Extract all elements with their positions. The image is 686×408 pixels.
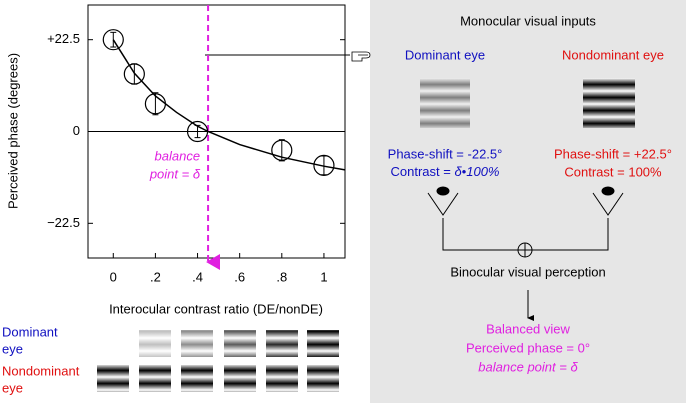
row-label: eye	[2, 380, 23, 395]
nondominant-stimulus	[224, 365, 256, 392]
dominant-stimulus	[224, 330, 256, 357]
nondominant-stimulus	[307, 365, 339, 392]
balance-label: balance	[155, 148, 201, 163]
dominant-contrast: Contrast = δ•100%	[391, 164, 500, 179]
contrast-prefix: Contrast =	[391, 164, 455, 179]
nondominant-stimulus	[97, 365, 129, 392]
nondominant-stimulus	[181, 365, 213, 392]
x-tick-label: .2	[150, 269, 161, 284]
point	[102, 29, 124, 51]
stimuli	[97, 330, 339, 392]
y-tick-label: +22.5	[47, 31, 80, 46]
dominant-stimulus	[139, 330, 171, 357]
nondominant-stimulus	[266, 365, 298, 392]
diagram-title: Monocular visual inputs	[460, 13, 596, 28]
result-line: Perceived phase = 0°	[466, 340, 590, 355]
x-label: Interocular contrast ratio (DE/nonDE)	[109, 301, 323, 316]
dominant-phase: Phase-shift = -22.5°	[388, 146, 503, 161]
balance-label: point = δ	[149, 166, 201, 181]
nondominant-grating	[583, 78, 635, 128]
binocular-label: Binocular visual perception	[450, 264, 605, 279]
x-tick-label: .4	[192, 269, 203, 284]
result-line: Balanced view	[486, 321, 570, 336]
y-label: Perceived phase (degrees)	[5, 53, 20, 209]
nondominant-name: Nondominant eye	[562, 47, 664, 62]
dominant-stimulus	[266, 330, 298, 357]
nondominant-contrast: Contrast = 100%	[564, 164, 662, 179]
point	[271, 139, 293, 161]
nondominant-phase: Phase-shift = +22.5°	[554, 146, 672, 161]
point	[186, 120, 209, 143]
y-tick-label: −22.5	[47, 215, 80, 230]
result-line: balance point = δ	[478, 359, 578, 374]
x-tick-label: 1	[320, 269, 327, 284]
dominant-name: Dominant eye	[405, 47, 485, 62]
contrast-value: δ•100%	[454, 164, 499, 179]
dominant-stimulus	[181, 330, 213, 357]
row-label: eye	[2, 341, 23, 356]
point	[313, 154, 335, 176]
x-tick-label: .8	[276, 269, 287, 284]
x-tick-label: .6	[234, 269, 245, 284]
point	[144, 93, 167, 115]
y-tick-label: 0	[73, 123, 80, 138]
fit-curve	[112, 39, 346, 171]
x-tick-label: 0	[110, 269, 117, 284]
point	[123, 63, 145, 85]
diagram-panel	[370, 0, 686, 403]
pointer-hand	[351, 51, 371, 62]
nondominant-stimulus	[139, 365, 171, 392]
dominant-stimulus	[307, 330, 339, 357]
eyes	[427, 186, 624, 321]
row-label: Dominant	[2, 324, 58, 339]
row-label: Nondominant	[2, 363, 80, 378]
dominant-grating	[420, 78, 470, 128]
